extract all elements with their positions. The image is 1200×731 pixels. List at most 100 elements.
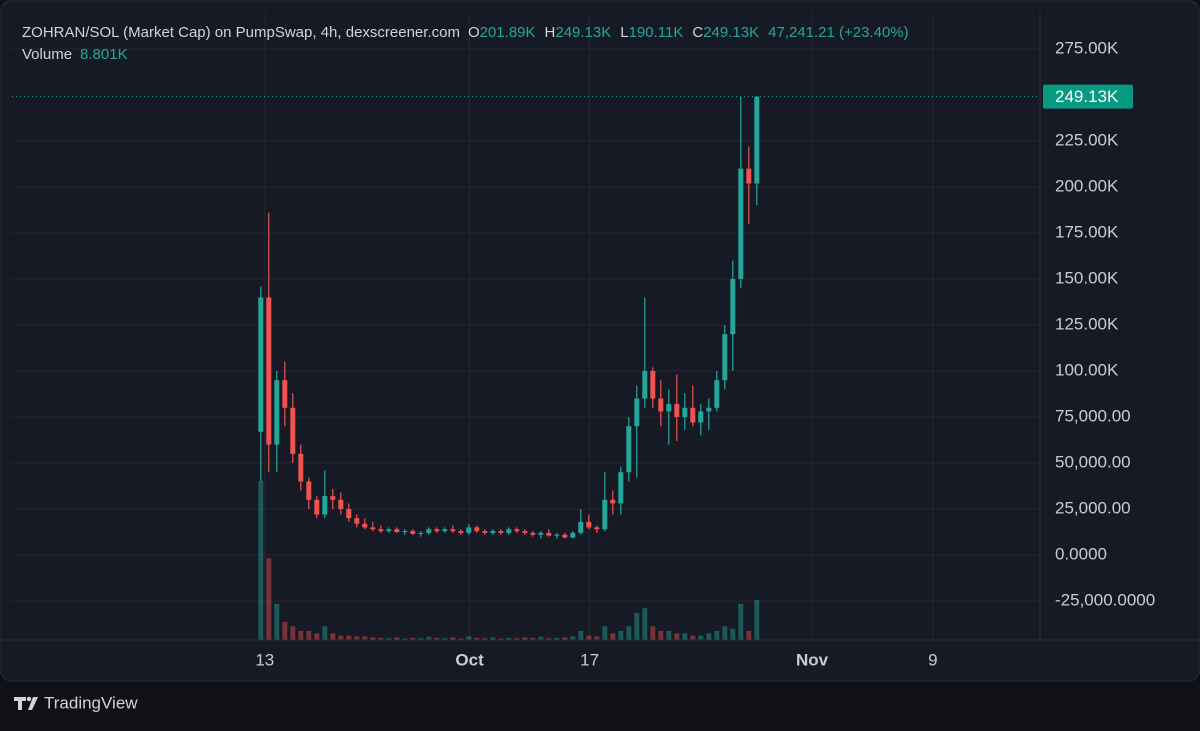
x-tick-label: Nov (796, 650, 829, 669)
candle-body (298, 453, 304, 482)
volume-bar (378, 637, 384, 640)
volume-bar (554, 637, 560, 640)
candle-body (554, 534, 560, 536)
legend-key: O (468, 24, 480, 41)
candle-body (618, 472, 624, 504)
volume-name: Volume (22, 46, 72, 63)
candle-body (658, 398, 664, 412)
candle-body (746, 168, 752, 184)
volume-bar (602, 626, 608, 640)
candle-body (274, 380, 280, 445)
volume-bar (754, 600, 760, 640)
volume-bar (546, 638, 552, 640)
candle-body (682, 407, 688, 417)
candle-body (674, 404, 680, 417)
legend: ZOHRAN/SOL (Market Cap) on PumpSwap, 4h,… (22, 24, 909, 63)
volume-bar (666, 630, 672, 640)
legend-value: 249.13K (703, 24, 759, 41)
volume-layer (258, 481, 760, 640)
candle-body (426, 529, 432, 533)
legend-key: C (692, 24, 703, 41)
candle-body (586, 521, 592, 528)
volume-bar (690, 635, 696, 640)
volume-bar (498, 638, 504, 640)
candle-body (578, 521, 584, 533)
candle-body (490, 531, 496, 533)
legend-key: H (545, 24, 556, 41)
candle-body (650, 370, 656, 399)
volume-bar (538, 636, 544, 640)
volume-bar (282, 621, 288, 640)
volume-bar (650, 626, 656, 640)
candle-body (562, 534, 568, 538)
candle-body (706, 407, 712, 412)
chart-title: ZOHRAN/SOL (Market Cap) on PumpSwap, 4h,… (22, 24, 460, 41)
axes: 275.00K 225.00K 200.00K 175.00K 150.00K 125.0… (12, 38, 1155, 669)
volume-bar (426, 636, 432, 640)
last-price-label: 249.13K (1055, 87, 1119, 106)
candle-body (626, 426, 632, 473)
candle-body (354, 518, 360, 524)
volume-bar (346, 635, 352, 640)
volume-bar (562, 637, 568, 640)
candle-body (290, 407, 296, 454)
candle-body (730, 278, 736, 335)
x-tick-label: 9 (928, 650, 937, 669)
volume-bar (386, 638, 392, 640)
grid (12, 12, 1040, 640)
candle-body (314, 499, 320, 515)
volume-bar (474, 637, 480, 640)
candle-body (754, 96, 760, 184)
candle-body (466, 527, 472, 533)
candle-body (410, 531, 416, 534)
candle-layer (258, 96, 760, 539)
volume-bar (314, 633, 320, 640)
y-tick-label: 175.00K (1055, 222, 1119, 241)
y-tick-label: 150.00K (1055, 268, 1119, 287)
volume-bar (514, 638, 520, 640)
candle-body (530, 532, 536, 535)
candle-body (482, 531, 488, 533)
candle-body (570, 532, 576, 538)
candle-body (714, 380, 720, 408)
last-price-tag (1043, 84, 1133, 109)
volume-bar (482, 638, 488, 640)
volume-bar (642, 608, 648, 640)
candle-body (634, 398, 640, 427)
volume-bar (466, 636, 472, 640)
volume-bar (410, 637, 416, 640)
volume-bar (458, 638, 464, 640)
watermark-text: TradingView (44, 693, 138, 712)
y-tick-label: 125.00K (1055, 314, 1119, 333)
y-tick-label: 100.00K (1055, 360, 1119, 379)
volume-bar (674, 633, 680, 640)
volume-bar (714, 630, 720, 640)
y-tick-label: -25,000.0000 (1055, 590, 1155, 609)
candle-body (722, 334, 728, 381)
candle-body (506, 529, 512, 533)
y-tick-label: 25,000.00 (1055, 498, 1131, 517)
volume-bar (290, 626, 296, 640)
candle-body (594, 527, 600, 530)
volume-bar (626, 626, 632, 640)
candle-body (306, 481, 312, 500)
volume-bar (306, 630, 312, 640)
candle-body (434, 529, 440, 532)
volume-bar (266, 558, 272, 640)
candle-body (546, 532, 552, 536)
volume-bar (746, 630, 752, 640)
y-tick-label: 50,000.00 (1055, 452, 1131, 471)
legend-value: 249.13K (555, 24, 611, 41)
volume-bar (370, 637, 376, 640)
legend-change: 47,241.21 (+23.40%) (768, 24, 909, 41)
candle-body (386, 529, 392, 532)
y-tick-label: 225.00K (1055, 130, 1119, 149)
volume-bar (418, 638, 424, 640)
volume-bar (586, 635, 592, 640)
candle-body (514, 529, 520, 532)
y-tick-label: 275.00K (1055, 38, 1119, 57)
candle-body (442, 529, 448, 532)
candle-body (498, 531, 504, 533)
volume-bar (338, 635, 344, 640)
